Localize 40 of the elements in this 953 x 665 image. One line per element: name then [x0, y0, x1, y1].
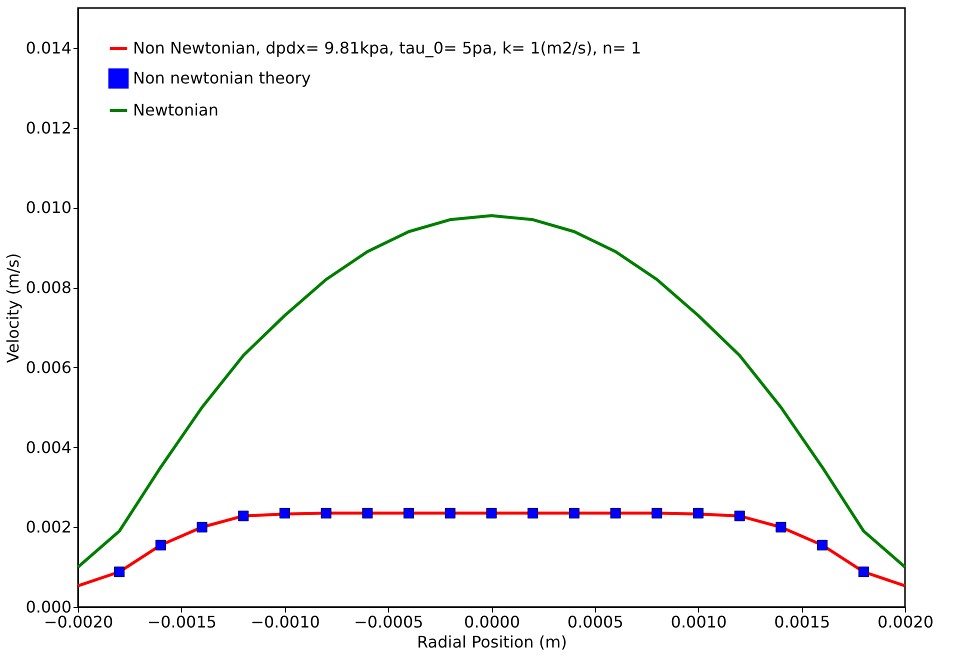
- x-tick-label: −0.0010: [250, 612, 320, 632]
- x-tick-label: −0.0005: [354, 612, 424, 632]
- x-tick-label: 0.0000: [464, 612, 520, 632]
- point: [734, 510, 745, 522]
- y-tick-label: 0.002: [26, 518, 72, 537]
- point: [486, 508, 497, 518]
- x-tick-label: 0.0005: [567, 612, 624, 632]
- y-tick-label: 0.010: [26, 198, 72, 218]
- point: [817, 540, 828, 550]
- x-tick-label: 0.0015: [774, 612, 830, 632]
- line-series: [76, 214, 906, 569]
- y-tick-label: 0.014: [26, 38, 72, 58]
- y-tick-label: 0.004: [26, 438, 72, 457]
- y-tick-label: 0.012: [26, 118, 72, 138]
- y-tick-label: 0.008: [26, 278, 72, 298]
- point: [320, 508, 332, 518]
- point: [568, 508, 580, 518]
- legend-label: Newtonian: [133, 100, 218, 120]
- point: [652, 508, 662, 518]
- point: [114, 566, 125, 578]
- y-axis-title: Velocity (m/s): [4, 253, 23, 363]
- point: [693, 508, 704, 518]
- point: [280, 508, 290, 518]
- x-tick-label: −0.0015: [147, 612, 217, 632]
- point: [238, 510, 249, 522]
- point: [404, 508, 414, 518]
- x-tick-label: 0.0010: [670, 612, 727, 632]
- x-tick-label: 0.0020: [878, 612, 934, 632]
- point: [776, 522, 786, 532]
- point: [528, 508, 538, 518]
- point: [196, 522, 208, 532]
- legend-label: Non Newtonian, dpdx= 9.81kpa, tau_0= 5pa, k= 1(m2/s), n= 1: [133, 38, 642, 58]
- point: [444, 508, 456, 518]
- point: [610, 508, 621, 518]
- legend-label: Non newtonian theory: [133, 68, 311, 88]
- x-axis-title: Radial Position (m): [417, 632, 567, 652]
- point: [858, 566, 869, 578]
- point: [155, 540, 166, 550]
- y-tick-label: 0.006: [26, 358, 72, 377]
- point: [362, 508, 373, 518]
